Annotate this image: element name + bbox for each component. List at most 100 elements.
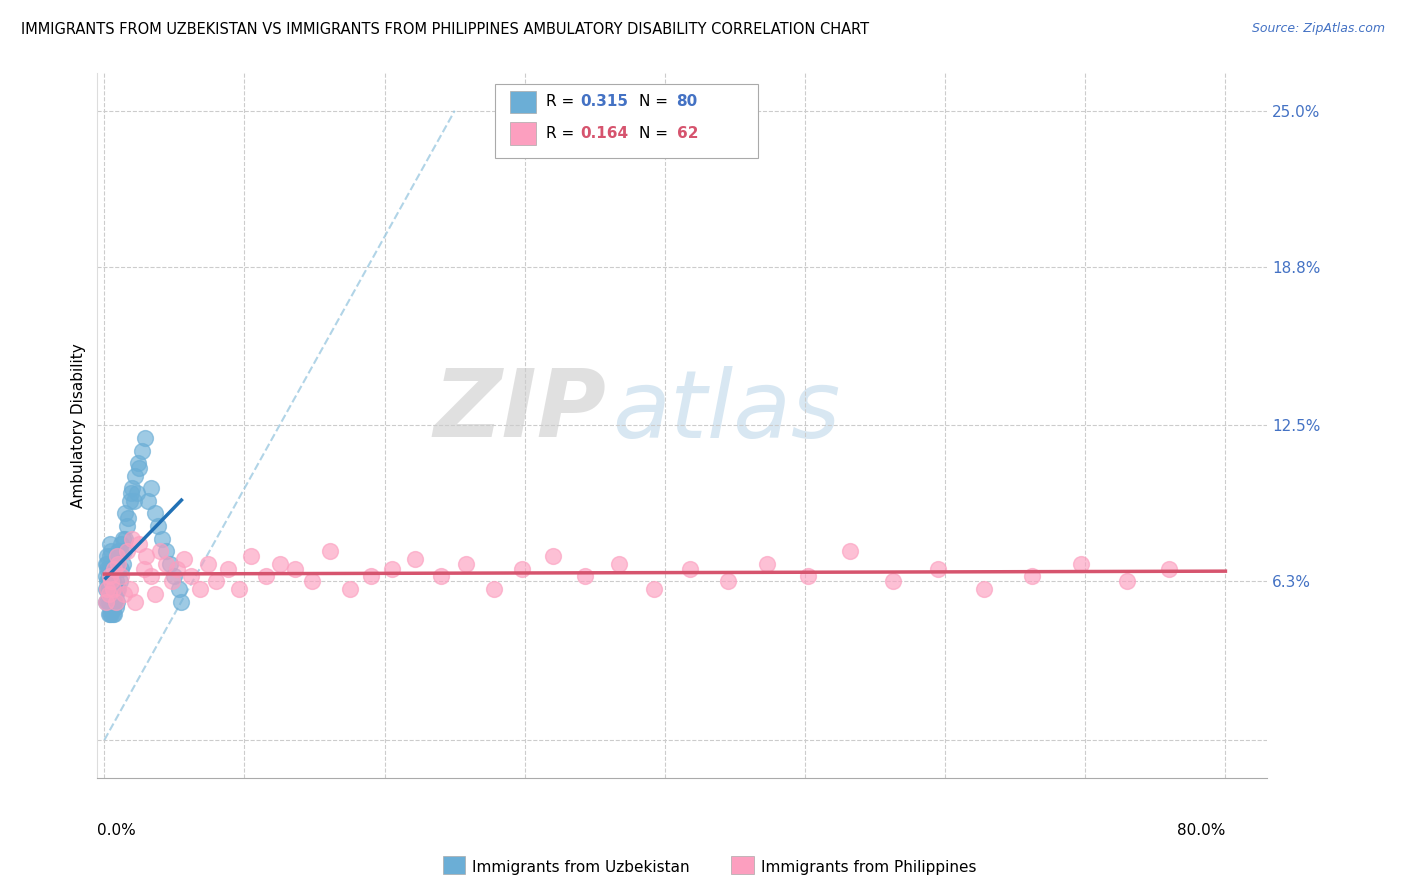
Point (228, 582, 250, 596)
FancyBboxPatch shape (495, 84, 758, 158)
Point (882, 574, 904, 589)
Point (100, 594, 122, 608)
Point (98, 536, 121, 550)
Point (97, 582, 120, 596)
Point (117, 511, 139, 525)
Point (1116, 574, 1139, 589)
FancyBboxPatch shape (510, 91, 536, 113)
Point (197, 557, 219, 571)
Point (429, 569, 451, 583)
Point (98, 607, 121, 621)
Point (97, 587, 120, 601)
Point (360, 569, 382, 583)
Point (541, 549, 564, 564)
Point (98, 587, 121, 601)
Point (170, 594, 193, 608)
Point (96, 562, 118, 576)
Point (97, 594, 120, 608)
Point (128, 536, 150, 550)
Point (94, 594, 117, 608)
Point (97, 607, 120, 621)
Point (797, 569, 820, 583)
Point (105, 562, 128, 576)
Point (205, 574, 228, 589)
Point (301, 574, 323, 589)
Point (139, 481, 162, 495)
Point (217, 562, 239, 576)
Point (103, 607, 125, 621)
Point (124, 594, 146, 608)
Point (139, 569, 162, 583)
Point (96, 574, 118, 589)
Point (107, 582, 129, 596)
Point (96, 582, 118, 596)
Point (104, 594, 127, 608)
Point (101, 599, 124, 614)
Point (100, 574, 122, 589)
Point (98, 574, 121, 589)
Point (160, 574, 183, 589)
Point (101, 607, 124, 621)
Point (97, 574, 120, 589)
Point (110, 569, 132, 583)
Point (120, 486, 142, 500)
Point (134, 431, 156, 445)
Point (96, 549, 118, 564)
Point (510, 562, 533, 576)
Point (339, 582, 361, 596)
Point (155, 557, 177, 571)
Text: R =: R = (546, 95, 579, 110)
Point (135, 549, 157, 564)
Point (100, 562, 122, 576)
Point (167, 582, 190, 596)
Point (97, 562, 120, 576)
Point (103, 562, 125, 576)
Point (96, 594, 118, 608)
Point (103, 562, 125, 576)
Point (173, 551, 195, 566)
Point (125, 486, 148, 500)
Point (717, 574, 740, 589)
Point (679, 562, 702, 576)
Point (107, 557, 129, 571)
Point (96, 557, 118, 571)
Point (254, 569, 277, 583)
Point (114, 532, 136, 546)
Point (136, 493, 159, 508)
Text: 0.315: 0.315 (581, 95, 628, 110)
Point (96, 582, 118, 596)
Point (121, 532, 143, 546)
Point (101, 574, 124, 589)
Point (381, 562, 404, 576)
Point (94, 557, 117, 571)
Point (100, 607, 122, 621)
Text: 62: 62 (676, 126, 697, 141)
Text: N =: N = (640, 126, 673, 141)
Text: R =: R = (546, 126, 579, 141)
Point (973, 582, 995, 596)
Point (404, 551, 426, 566)
Point (97, 569, 120, 583)
Point (104, 557, 127, 571)
Point (98, 562, 121, 576)
Point (124, 468, 146, 483)
Point (149, 544, 172, 558)
Point (100, 582, 122, 596)
Point (104, 599, 127, 614)
Text: 80.0%: 80.0% (1177, 823, 1226, 838)
Point (131, 443, 153, 458)
Text: 0.164: 0.164 (581, 126, 628, 141)
Point (115, 519, 138, 533)
Point (128, 461, 150, 475)
Point (100, 574, 122, 589)
Point (319, 544, 342, 558)
Text: 0.0%: 0.0% (97, 823, 136, 838)
Point (105, 594, 128, 608)
Point (1159, 562, 1181, 576)
Point (454, 557, 477, 571)
Point (103, 594, 125, 608)
Point (159, 557, 181, 571)
Point (155, 544, 177, 558)
Point (108, 574, 131, 589)
Point (94, 594, 117, 608)
